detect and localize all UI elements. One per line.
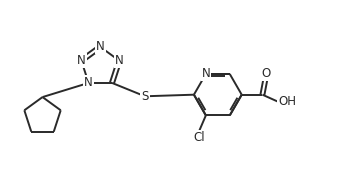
Text: N: N [115, 54, 123, 67]
Text: N: N [96, 40, 105, 53]
Text: OH: OH [278, 95, 296, 108]
Text: N: N [202, 68, 210, 81]
Text: Cl: Cl [193, 131, 204, 144]
Text: N: N [77, 54, 86, 67]
Text: S: S [141, 90, 149, 103]
Text: O: O [261, 68, 270, 81]
Text: N: N [84, 76, 93, 89]
